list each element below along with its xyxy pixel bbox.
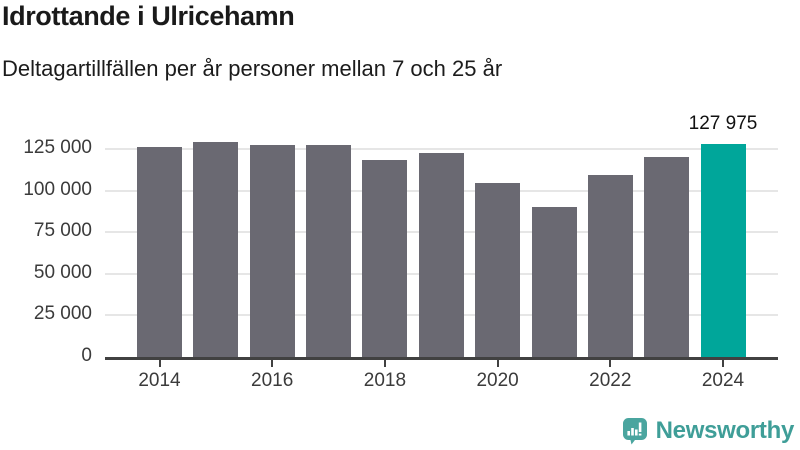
- bar-2018: [362, 160, 408, 357]
- bar-2016: [249, 145, 295, 357]
- x-tick-label: 2014: [138, 370, 181, 391]
- y-tick-label: 100 000: [23, 178, 92, 200]
- y-tick-label: 50 000: [33, 261, 92, 283]
- bar-2022: [587, 174, 633, 357]
- x-axis-line: [105, 357, 778, 360]
- brand-name: Newsworthy: [655, 417, 795, 444]
- chart-subtitle: Deltagartillfällen per år personer mella…: [2, 56, 503, 81]
- x-tick-mark: [609, 360, 612, 367]
- highlight-value-label: 127 975: [688, 113, 758, 134]
- x-tick-mark: [271, 360, 274, 367]
- x-tick-mark: [496, 360, 499, 367]
- bar-2015: [193, 142, 239, 357]
- y-tick-label: 125 000: [23, 137, 92, 158]
- x-tick-mark: [722, 360, 724, 367]
- x-tick-label: 2020: [476, 370, 519, 391]
- y-tick-label: 75 000: [33, 220, 92, 242]
- x-tick-label: 2018: [363, 370, 407, 391]
- page-title: Idrottande i Ulricehamn: [2, 1, 295, 31]
- bar-2020: [475, 183, 521, 357]
- x-tick-label: 2024: [701, 370, 745, 391]
- newsworthy-bar-chart-bubble-icon: [622, 417, 647, 445]
- bar-2023: [644, 156, 690, 357]
- newsworthy-logo: Newsworthy: [622, 417, 795, 445]
- x-tick-mark: [158, 360, 161, 367]
- x-tick-label: 2016: [251, 370, 294, 391]
- bar-2019: [418, 153, 464, 357]
- x-tick-mark: [383, 360, 386, 367]
- y-tick-label: 25 000: [33, 303, 92, 325]
- x-tick-label: 2022: [589, 370, 632, 391]
- bar-2024: [700, 144, 746, 357]
- bar-2021: [531, 207, 577, 357]
- gridline: [105, 148, 778, 150]
- bar-2014: [137, 147, 182, 357]
- bar-2017: [306, 145, 352, 357]
- y-tick-label: 0: [81, 345, 92, 366]
